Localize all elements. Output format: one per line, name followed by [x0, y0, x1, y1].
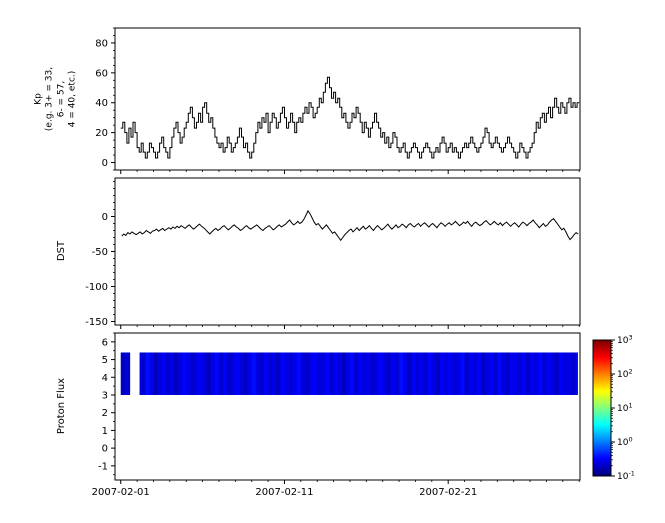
proton-ytick-label: 2: [102, 408, 108, 419]
xtick-date-label: 2007-02-21: [419, 487, 477, 498]
colorbar: 103 102 101 100 10-1: [592, 334, 635, 483]
proton-axes: -1 0 1 2 3 4 5 6 2007-02-01 2007-02-11 2007-02-21: [92, 332, 581, 498]
dst-line: [121, 209, 579, 242]
colorbar-tick-label: 10-1: [617, 470, 635, 483]
dst-ytick-label: -150: [85, 317, 108, 328]
kp-frame: [114, 27, 581, 171]
colorbar-tick-label: 101: [617, 402, 633, 415]
xtick-date-label: 2007-02-01: [92, 487, 150, 498]
colorbar-tick-label: 102: [617, 368, 633, 381]
proton-ytick-label: 3: [102, 390, 108, 401]
proton-flux-axis-label: Proton Flux: [55, 377, 67, 435]
dst-axes: 0 -50 -100 -150: [85, 177, 581, 329]
dst-axis-label: DST: [55, 240, 67, 262]
xtick-date-label: 2007-02-11: [255, 487, 313, 498]
dst-ytick-label: -100: [85, 282, 108, 293]
proton-ytick-label: 6: [102, 337, 108, 348]
dst-ytick-label: -50: [92, 247, 108, 258]
kp-axis-label: Kp (e.g. 3+ = 33, 6- = 57, 4 = 40, etc.): [33, 66, 78, 132]
proton-ytick-label: 5: [102, 355, 108, 366]
kp-line: [120, 76, 580, 159]
kp-ytick-label: 40: [95, 98, 108, 109]
proton-ytick-label: 1: [102, 426, 108, 437]
proton-ytick-label: 4: [102, 373, 108, 384]
colorbar-tick-label: 103: [617, 334, 633, 347]
kp-ytick-label: 20: [95, 128, 108, 139]
kp-ytick-label: 60: [95, 68, 108, 79]
proton-frame: [114, 332, 581, 481]
proton-band: [120, 352, 578, 395]
dst-ytick-label: 0: [102, 212, 108, 223]
dst-frame: [114, 177, 581, 326]
proton-ytick-label: -1: [98, 461, 108, 472]
colorbar-tick-label: 100: [617, 436, 633, 449]
proton-ytick-label: 0: [102, 444, 108, 455]
kp-ytick-label: 80: [95, 38, 108, 49]
kp-axes: 0 20 40 60 80: [95, 27, 581, 174]
kp-ytick-label: 0: [102, 158, 108, 169]
